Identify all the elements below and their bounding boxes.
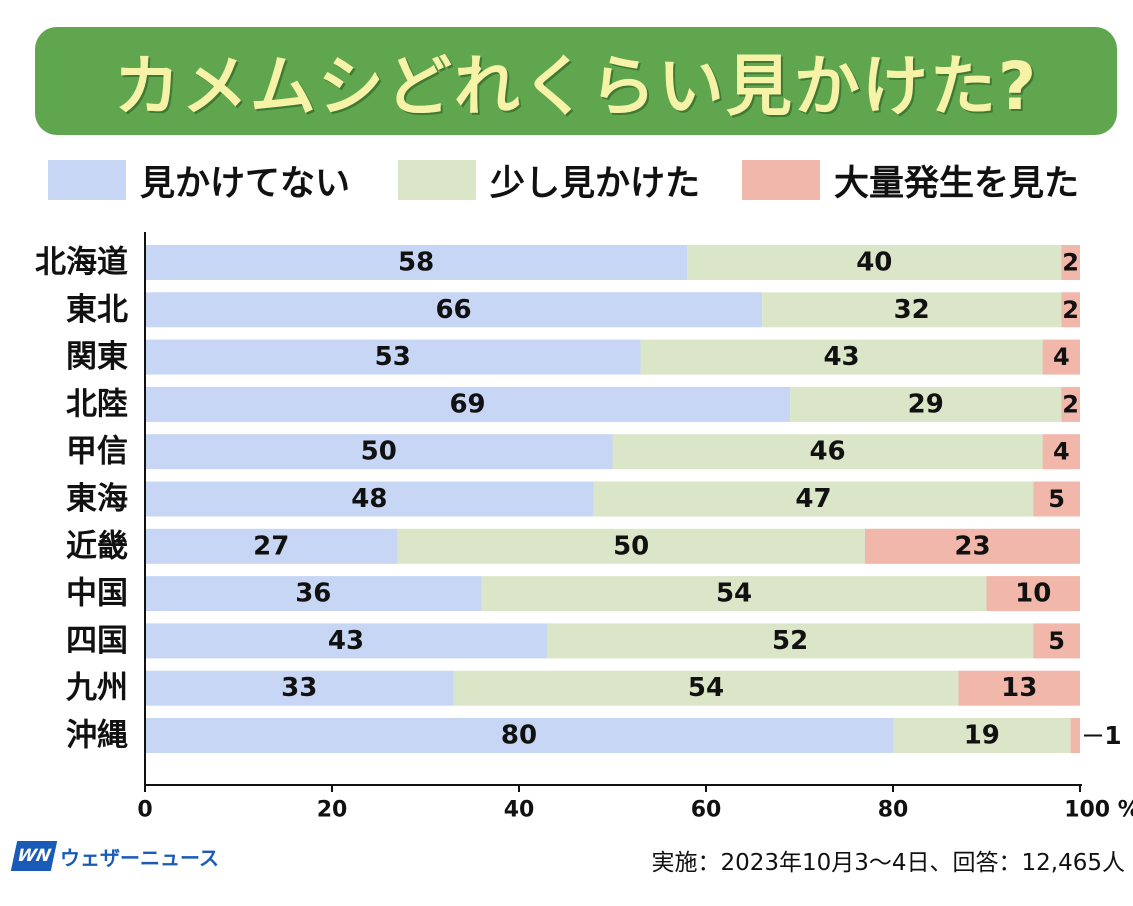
data-label: 58 <box>398 248 434 278</box>
bar-segment <box>145 528 398 564</box>
data-label: 50 <box>613 531 649 561</box>
x-tick-label: 80 <box>878 798 909 823</box>
logo-mark: WN <box>10 841 58 871</box>
weathernews-logo: WN ウェザーニュース <box>10 840 219 872</box>
bar-segment <box>1070 718 1080 753</box>
data-label: 2 <box>1062 296 1079 324</box>
data-label: 2 <box>1062 390 1079 418</box>
data-label: 5 <box>1048 485 1065 513</box>
bar-segment <box>640 339 1043 375</box>
category-label: 四国 <box>66 623 128 659</box>
data-label: 48 <box>351 484 387 514</box>
bar-segment <box>547 623 1034 659</box>
data-label: 19 <box>964 721 1000 751</box>
data-label: 29 <box>908 389 944 419</box>
legend-label-outbreak: 大量発生を見た <box>834 163 1080 204</box>
x-tick-label: 60 <box>691 798 722 823</box>
category-label: 中国 <box>66 576 128 612</box>
legend-swatch-outbreak <box>742 160 820 200</box>
survey-note: 実施：2023年10月3～4日、回答：12,465人 <box>651 850 1125 876</box>
data-label: 32 <box>894 295 930 325</box>
category-label: 関東 <box>66 339 128 375</box>
bar-segment <box>1042 339 1080 375</box>
data-label: 47 <box>795 484 831 514</box>
bar-segment <box>762 292 1062 328</box>
data-label: 36 <box>295 579 331 609</box>
legend-label-not-seen: 見かけてない <box>140 163 351 204</box>
bar-segment <box>1061 386 1080 422</box>
category-label: 近畿 <box>66 528 128 564</box>
title-banner: カメムシどれくらい見かけた? <box>35 27 1117 135</box>
data-label: 43 <box>823 342 859 372</box>
logo-text: ウェザーニュース <box>60 845 219 870</box>
legend-item-outbreak: 大量発生を見た <box>742 160 1079 204</box>
bar-segment <box>612 434 1043 470</box>
category-label: 東北 <box>66 292 128 328</box>
bar-segment <box>864 528 1080 564</box>
category-label: 東海 <box>66 481 128 517</box>
bar-segment <box>1061 245 1080 280</box>
category-label: 沖縄 <box>66 718 128 754</box>
x-tick-label: 20 <box>317 798 348 823</box>
bar-segment <box>481 576 987 612</box>
data-label: 40 <box>856 248 892 278</box>
chart-title: カメムシどれくらい見かけた? <box>113 48 1039 125</box>
bar-segment <box>145 292 763 328</box>
category-label: 北陸 <box>66 386 128 422</box>
legend-label-seen-little: 少し見かけた <box>490 163 701 204</box>
bar-segment <box>145 576 482 612</box>
bar-segment <box>145 434 613 470</box>
data-label: 50 <box>361 437 397 467</box>
legend-item-seen-little: 少し見かけた <box>398 160 700 204</box>
data-label: 4 <box>1053 438 1070 466</box>
legend-item-not-seen: 見かけてない <box>48 160 350 204</box>
category-label: 甲信 <box>66 434 128 470</box>
category-label: 北海道 <box>35 245 128 281</box>
data-label: 52 <box>772 626 808 656</box>
x-tick-label: 100 % <box>1064 798 1133 823</box>
data-label: 69 <box>449 389 485 419</box>
legend-swatch-seen-little <box>398 160 476 200</box>
data-label: 53 <box>375 342 411 372</box>
data-label: 27 <box>253 531 289 561</box>
data-label: 66 <box>435 295 471 325</box>
bar-segment <box>145 245 688 280</box>
bar-segment <box>453 670 959 706</box>
bar-segment <box>397 528 865 564</box>
data-label: 1 <box>1104 721 1121 750</box>
category-label: 九州 <box>66 670 128 706</box>
data-label: 54 <box>688 673 724 703</box>
x-tick-label: 40 <box>504 798 535 823</box>
legend-swatch-not-seen <box>48 160 126 200</box>
data-label: 4 <box>1053 343 1070 371</box>
bar-segment <box>145 623 548 659</box>
data-label: 33 <box>281 673 317 703</box>
bar-segment <box>145 670 454 706</box>
data-label: 23 <box>954 531 990 561</box>
bar-segment <box>1033 481 1080 517</box>
data-label: 54 <box>716 579 752 609</box>
data-label: 10 <box>1015 579 1051 609</box>
x-tick-label: 0 <box>137 798 152 823</box>
data-label: 46 <box>809 437 845 467</box>
bar-segment <box>687 245 1062 280</box>
data-label: 5 <box>1048 627 1065 655</box>
bar-segment <box>1033 623 1080 659</box>
data-label: 13 <box>1001 673 1037 703</box>
bar-segment <box>145 718 893 753</box>
bar-segment <box>893 718 1071 753</box>
data-label: 80 <box>501 721 537 751</box>
bar-segment <box>958 670 1080 706</box>
bar-segment <box>790 386 1062 422</box>
bar-segment <box>145 386 791 422</box>
bar-segment <box>986 576 1080 612</box>
bar-segment <box>1042 434 1080 470</box>
bar-segment <box>593 481 1034 517</box>
bar-segment <box>145 481 594 517</box>
data-label: 43 <box>328 626 364 656</box>
bar-segment <box>1061 292 1080 328</box>
bar-segment <box>145 339 641 375</box>
data-label: 2 <box>1062 249 1079 277</box>
